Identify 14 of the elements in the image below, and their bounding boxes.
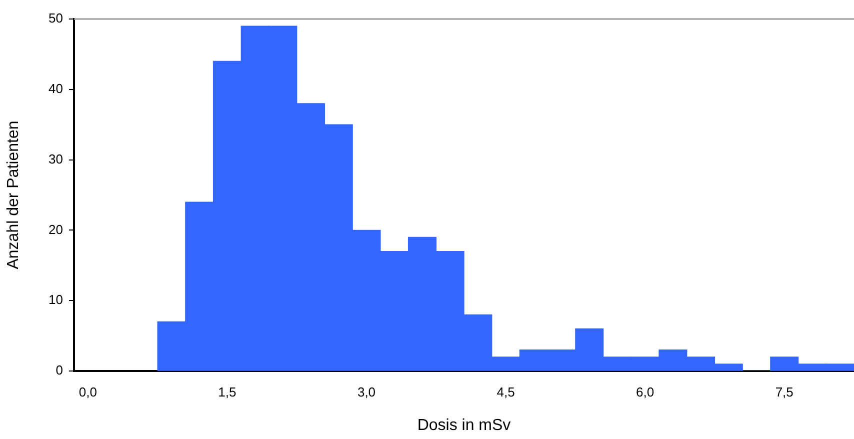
x-tick-label: 4,5 <box>496 384 515 400</box>
y-tick-label: 50 <box>48 10 63 26</box>
y-tick-label: 20 <box>48 222 63 237</box>
y-tick-label: 0 <box>56 362 63 378</box>
y-tick-label: 40 <box>48 80 63 96</box>
x-tick-label: 3,0 <box>357 384 376 400</box>
x-axis-title: Dosis in mSv <box>417 416 511 434</box>
x-tick-label: 1,5 <box>218 384 236 400</box>
x-tick-label: 6,0 <box>636 384 654 400</box>
y-tick-label: 30 <box>48 151 63 166</box>
x-tick-label: 0,0 <box>78 384 97 400</box>
y-tick-label: 10 <box>48 292 63 308</box>
y-axis-title: Anzahl der Patienten <box>5 120 22 270</box>
x-tick-label: 7,5 <box>775 384 794 400</box>
